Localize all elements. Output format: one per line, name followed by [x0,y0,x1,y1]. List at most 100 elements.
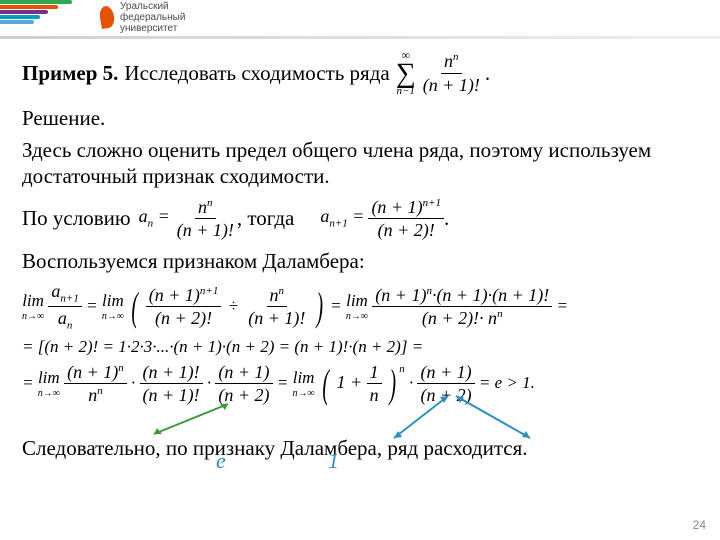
lim3-label: lim [346,290,368,311]
cond-then: , тогда [237,205,294,231]
lim-5: limn→∞ [293,367,315,401]
series-trail: . [485,60,490,86]
university-line1: Уральский [120,1,185,12]
p3-num: (n + 1) [215,361,272,385]
p3-frac: (n + 1) (n + 2) [215,361,272,407]
a-n1-num-sup: n+1 [423,197,441,209]
p1-den-sup: n [97,385,103,397]
p3-den: (n + 2) [215,384,272,407]
inner-one-plus: 1 + [337,372,367,392]
eq1-trail: = [556,296,567,315]
a-n-sub: n [148,218,154,230]
t1-frac: (n + 1)n+1 (n + 2)! [146,284,222,330]
eq3-result: = e > 1. [479,373,535,392]
inner-sup: n [399,363,405,375]
a-n-var: a [139,206,148,226]
sigma-icon: ∞ ∑ n−1 [396,48,416,99]
a-n1-sub: n+1 [329,218,347,230]
header-stripes [0,0,72,25]
university-name: Уральский федеральный университет [120,1,185,34]
t3-den-sup: n [497,308,503,320]
p2-num: (n + 1)! [140,361,203,385]
lim2-under: n→∞ [102,311,124,324]
lim-3: limn→∞ [346,290,368,324]
university-line2: федеральный [120,12,185,23]
lim-under: n→∞ [22,311,44,324]
series-num: n [444,51,453,71]
example-line: Пример 5. Исследовать сходимость ряда ∞ … [22,48,698,99]
example-label: Пример 5. [22,60,118,86]
t3-mid: ·(n + 1)·(n + 1)! [432,285,549,305]
t2-sup: n [279,285,285,297]
paragraph-1: Здесь сложно оценить предел общего члена… [22,137,698,190]
t1-den: (n + 2)! [152,307,215,330]
annotation-e: e [216,448,226,474]
a-n1-var: a [320,206,329,226]
p2-frac: (n + 1)! (n + 1)! [140,361,203,407]
p1-num: (n + 1) [67,362,118,382]
lim2-label: lim [102,290,124,311]
ratio-num-sub: n+1 [60,292,78,304]
t2-num: n [270,285,279,305]
tail-num: (n + 1) [417,361,474,385]
header-rule [0,36,720,39]
t1-sup: n+1 [200,285,218,297]
lim4-label: lim [38,367,60,388]
ratio-den: a [58,308,67,328]
lim4-under: n→∞ [38,388,60,401]
a-n-num: n [198,197,207,217]
t3-num: (n + 1) [375,285,426,305]
tail-den: (n + 2) [417,384,474,407]
dalembert-label: Воспользуемся признаком Даламбера: [22,248,698,274]
mid-eq: = [277,373,293,392]
a-n1-lhs: an+1 = [320,205,364,231]
a-n1-den: (n + 2)! [375,219,438,242]
a-n-den: (n + 1)! [174,219,237,242]
p1-frac: (n + 1)n nn [64,361,127,407]
a-n-frac: nn (n + 1)! [174,196,237,242]
slide-content: Пример 5. Исследовать сходимость ряда ∞ … [22,48,698,520]
lim5-label: lim [293,367,315,388]
solution-label: Решение. [22,105,698,131]
a-n1-trail: . [444,205,449,231]
t2-den: (n + 1)! [245,307,308,330]
lim-4: limn→∞ [38,367,60,401]
condition-line: По условию an = nn (n + 1)! , тогда an+1… [22,196,698,242]
ratio-frac: an+1 an [48,280,81,334]
task-text: Исследовать сходимость ряда [124,60,389,86]
lim-label: lim [22,290,44,311]
lim-1: limn→∞ [22,290,44,324]
inner-num: 1 [367,361,382,385]
ratio-den-sub: n [67,320,73,332]
inner-plus: 1 + [337,372,363,392]
equation-line-3: = limn→∞ (n + 1)n nn · (n + 1)! (n + 1)!… [22,361,698,407]
p1-den: n [88,385,97,405]
slide-header: Уральский федеральный университет [0,0,720,36]
inner-den: n [367,384,382,407]
flame-icon [98,5,116,29]
sum-bottom: n−1 [397,85,415,99]
p2-den: (n + 1)! [140,384,203,407]
a-n-lhs: an = [139,205,170,231]
university-line3: университет [120,23,185,34]
tail-frac: (n + 1) (n + 2) [417,361,474,407]
lim3-under: n→∞ [346,311,368,324]
series-fraction: nn (n + 1)! [420,50,483,96]
equation-line-2: = [(n + 2)! = 1·2·3·...·(n + 1)·(n + 2) … [22,336,698,357]
a-n1-num: (n + 1) [371,197,422,217]
equation-line-1: limn→∞ an+1 an = limn→∞ ( (n + 1)n+1 (n … [22,280,698,334]
university-logo: Уральский федеральный университет [100,2,185,32]
cond-text: По условию [22,205,131,231]
conclusion: Следовательно, по признаку Даламбера, ря… [22,435,698,461]
inner-frac: 1 n [367,361,382,407]
series-num-sup: n [453,51,459,63]
p1-sup: n [118,362,124,374]
page-number: 24 [693,518,706,532]
annotation-1: 1 [328,448,339,474]
t2-frac: nn (n + 1)! [245,284,308,330]
series-den: (n + 1)! [420,74,483,97]
division-sign: ÷ [229,296,238,315]
a-n-num-sup: n [207,197,213,209]
a-n1-frac: (n + 1)n+1 (n + 2)! [368,196,444,242]
t1-num: (n + 1) [149,285,200,305]
